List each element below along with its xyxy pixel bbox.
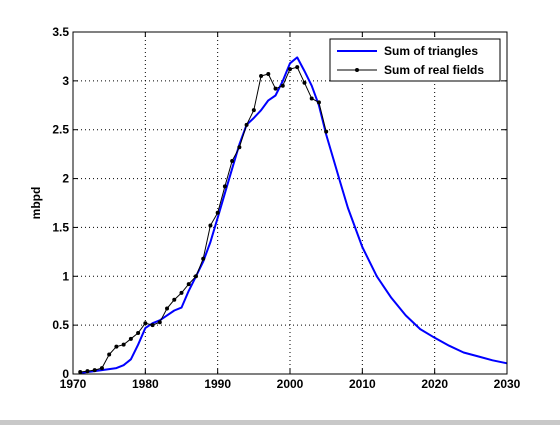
y-tick-label: 0 <box>62 367 69 381</box>
data-point <box>309 96 314 101</box>
data-point <box>244 122 249 127</box>
plot-frame <box>72 31 508 375</box>
data-point <box>165 306 170 311</box>
data-point <box>288 67 292 72</box>
data-point <box>136 330 141 335</box>
x-tick-label: 2030 <box>494 377 521 391</box>
x-tick-label: 1970 <box>60 377 87 391</box>
legend-label-triangles: Sum of triangles <box>384 44 478 58</box>
data-point <box>316 100 321 105</box>
x-tick-label: 2000 <box>277 377 304 391</box>
data-point <box>259 73 264 78</box>
y-tick-label: 1 <box>62 269 69 283</box>
x-tick-label: 2010 <box>349 377 376 391</box>
data-point <box>215 210 220 215</box>
data-point <box>222 184 227 189</box>
legend: Sum of triangles Sum of real fields <box>329 38 501 82</box>
y-tick-label: 3.5 <box>52 25 69 39</box>
data-point <box>230 158 235 163</box>
y-tick-labels: 0 0.5 1 1.5 2 2.5 3 3.5 <box>52 25 69 381</box>
data-point <box>128 336 133 341</box>
data-point <box>179 290 184 295</box>
x-tick-labels: 1970 1980 1990 2000 2010 2020 2030 <box>60 377 521 391</box>
data-point <box>107 352 112 357</box>
data-point <box>280 83 285 88</box>
data-point <box>114 344 119 349</box>
data-point <box>99 366 104 371</box>
x-tick-label: 1980 <box>132 377 159 391</box>
data-point <box>295 65 300 70</box>
data-point <box>121 342 126 347</box>
data-point <box>251 108 256 113</box>
series-layer <box>78 56 508 375</box>
data-point <box>78 370 83 375</box>
data-point <box>266 72 271 77</box>
y-tick-label: 1.5 <box>52 220 69 234</box>
data-point <box>193 274 198 279</box>
grid <box>73 32 507 374</box>
y-tick-label: 0.5 <box>52 318 69 332</box>
data-point <box>208 223 213 228</box>
x-tick-label: 2020 <box>421 377 448 391</box>
data-point <box>186 282 191 287</box>
data-point <box>92 368 97 373</box>
data-point <box>157 320 162 325</box>
plot-area <box>73 32 507 374</box>
data-point <box>85 369 90 374</box>
series-line-0 <box>80 56 508 374</box>
legend-box <box>329 38 501 82</box>
data-point <box>273 86 278 91</box>
data-point <box>150 323 155 328</box>
data-point <box>324 129 329 134</box>
data-point <box>143 321 148 326</box>
legend-label-fields: Sum of real fields <box>384 63 484 77</box>
data-point <box>237 145 242 150</box>
x-tick-label: 1990 <box>204 377 231 391</box>
y-tick-label: 2 <box>62 172 69 186</box>
y-tick-label: 2.5 <box>52 123 69 137</box>
data-point <box>302 80 307 85</box>
data-point <box>201 256 206 261</box>
y-tick-label: 3 <box>62 74 69 88</box>
legend-marker-fields <box>355 68 359 72</box>
y-axis-label: mbpd <box>29 187 43 220</box>
data-point <box>172 297 177 302</box>
